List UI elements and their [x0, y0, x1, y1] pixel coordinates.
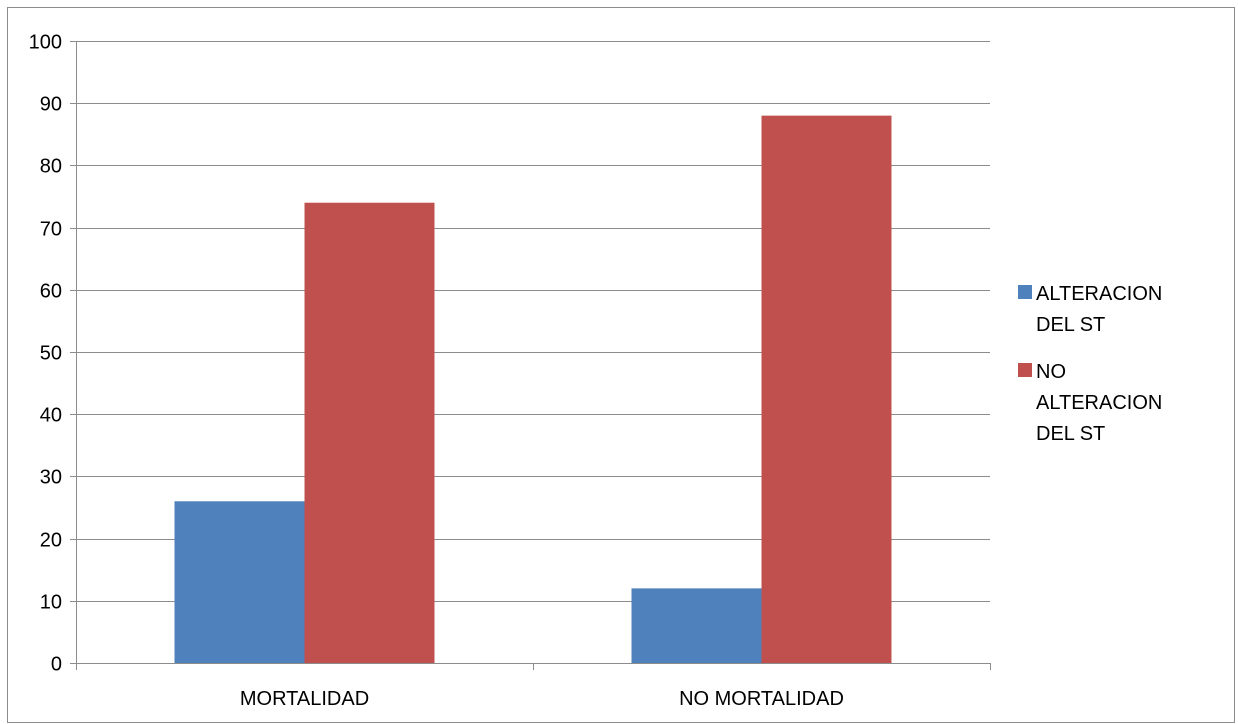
legend-label-2-line-1: NO	[1036, 361, 1066, 383]
y-tick-label-80: 80	[40, 156, 62, 178]
y-tick-label-40: 40	[40, 405, 62, 427]
legend-label-1-line-2: DEL ST	[1036, 314, 1105, 336]
bar-2-1	[304, 202, 435, 663]
legend: ALTERACION DEL ST NO ALTERACION DEL ST	[1018, 283, 1162, 445]
y-tick-label-70: 70	[40, 219, 62, 241]
legend-swatch-1	[1018, 285, 1032, 299]
bar-1-2	[631, 588, 762, 663]
y-tick-label-50: 50	[40, 343, 62, 365]
y-tick-label-10: 10	[40, 592, 62, 614]
y-tick-label-90: 90	[40, 94, 62, 116]
y-tick-label-60: 60	[40, 281, 62, 303]
y-tick-label-100: 100	[29, 32, 62, 54]
bar-1-1	[174, 501, 305, 663]
legend-swatch-2	[1018, 363, 1032, 377]
axes	[70, 41, 991, 670]
y-tick-label-30: 30	[40, 467, 62, 489]
bar-2-2	[761, 115, 892, 663]
x-category-label-2: NO MORTALIDAD	[679, 688, 844, 710]
legend-label-1-line-1: ALTERACION	[1036, 283, 1162, 305]
x-category-labels: MORTALIDAD NO MORTALIDAD	[240, 688, 844, 710]
y-tick-label-0: 0	[51, 654, 62, 676]
y-tick-labels: 0 10 20 30 40 50 60 70 80 90 100	[29, 32, 62, 676]
x-category-label-1: MORTALIDAD	[240, 688, 369, 710]
legend-label-2-line-3: DEL ST	[1036, 423, 1105, 445]
bars	[174, 115, 892, 663]
y-tick-label-20: 20	[40, 530, 62, 552]
legend-label-2-line-2: ALTERACION	[1036, 392, 1162, 414]
